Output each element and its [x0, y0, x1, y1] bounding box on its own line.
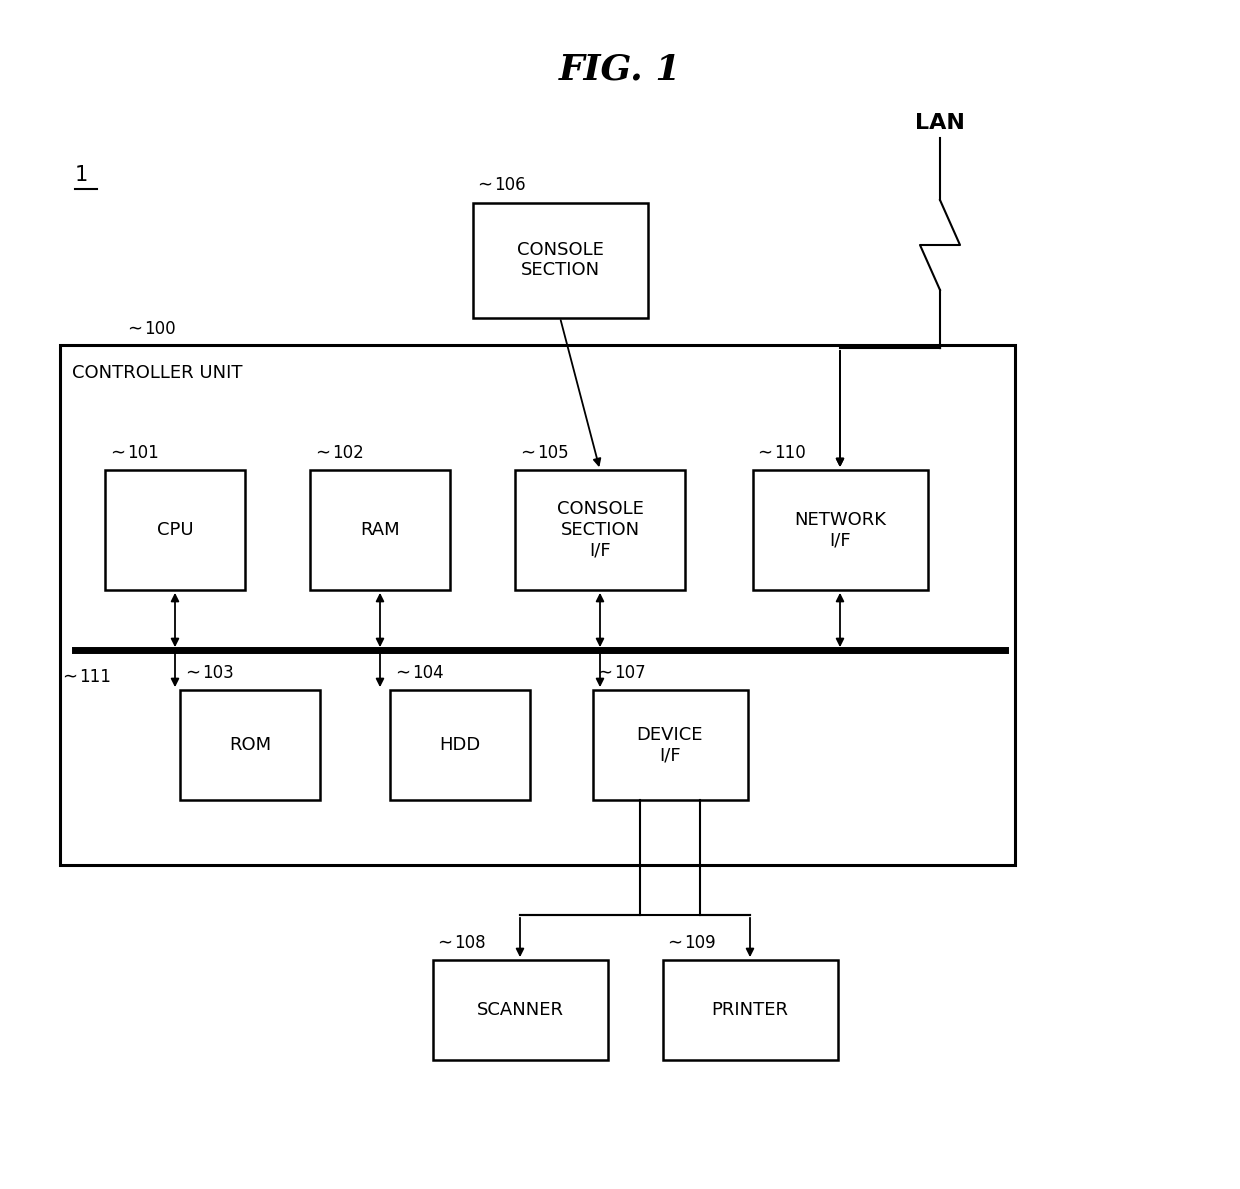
Bar [180, 690, 320, 800]
Text: DEVICE
I/F: DEVICE I/F [637, 725, 703, 765]
Text: ∼: ∼ [758, 443, 773, 463]
Text: CONSOLE
SECTION: CONSOLE SECTION [517, 240, 604, 279]
Text: 109: 109 [684, 935, 717, 952]
Text: 103: 103 [202, 663, 234, 682]
Bar [472, 202, 647, 317]
Text: ROM: ROM [229, 736, 272, 754]
Text: ∼: ∼ [438, 935, 453, 952]
Text: ∼: ∼ [520, 443, 536, 463]
Text: ∼: ∼ [110, 443, 125, 463]
Text: ∼: ∼ [667, 935, 683, 952]
Bar [662, 960, 837, 1061]
Text: ∼: ∼ [396, 663, 410, 682]
Bar [433, 960, 608, 1061]
Bar [593, 690, 748, 800]
Text: ∼: ∼ [315, 443, 330, 463]
Text: HDD: HDD [439, 736, 481, 754]
Bar [515, 470, 684, 590]
Text: 104: 104 [412, 663, 444, 682]
Text: ∼: ∼ [477, 176, 492, 195]
Bar [753, 470, 928, 590]
Text: RAM: RAM [360, 521, 399, 539]
Text: CONSOLE
SECTION
I/F: CONSOLE SECTION I/F [557, 501, 644, 560]
Text: 107: 107 [615, 663, 646, 682]
Text: CPU: CPU [156, 521, 193, 539]
Text: NETWORK
I/F: NETWORK I/F [794, 510, 887, 549]
Text: CONTROLLER UNIT: CONTROLLER UNIT [72, 364, 243, 382]
Bar [310, 470, 450, 590]
Text: 111: 111 [79, 668, 110, 686]
Text: 105: 105 [537, 443, 569, 463]
Text: 101: 101 [126, 443, 159, 463]
Text: ∼: ∼ [62, 668, 77, 686]
Text: SCANNER: SCANNER [476, 1001, 563, 1019]
Text: ∼: ∼ [598, 663, 613, 682]
Text: ∼: ∼ [126, 320, 143, 338]
Text: LAN: LAN [915, 113, 965, 133]
Text: 108: 108 [455, 935, 486, 952]
Bar [60, 345, 1016, 866]
Text: 100: 100 [144, 320, 176, 338]
Text: 110: 110 [775, 443, 806, 463]
Text: PRINTER: PRINTER [712, 1001, 789, 1019]
Text: 1: 1 [74, 165, 88, 185]
Text: 106: 106 [495, 176, 526, 195]
Text: 102: 102 [332, 443, 363, 463]
Bar [391, 690, 529, 800]
Text: ∼: ∼ [185, 663, 200, 682]
Bar [105, 470, 246, 590]
Text: FIG. 1: FIG. 1 [559, 54, 681, 87]
